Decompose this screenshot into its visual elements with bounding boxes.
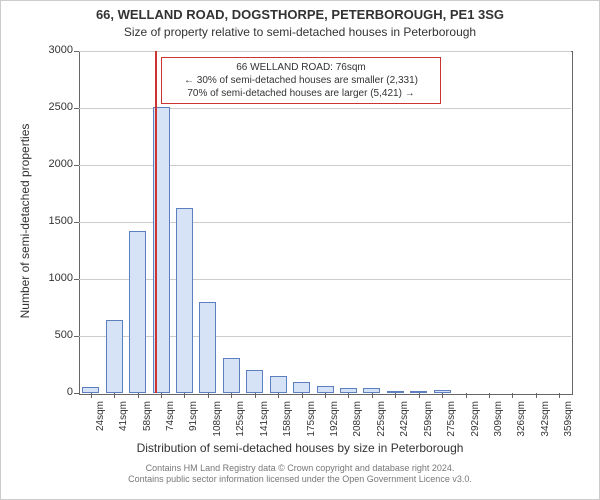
x-tick-label: 158sqm	[282, 401, 293, 461]
y-tick-label: 2000	[1, 158, 73, 170]
y-tick-label: 2500	[1, 101, 73, 113]
histogram-bar	[293, 382, 310, 393]
x-tick-mark	[302, 393, 303, 398]
x-tick-label: 108sqm	[212, 401, 223, 461]
x-tick-mark	[231, 393, 232, 398]
footer-line-1: Contains HM Land Registry data © Crown c…	[1, 463, 599, 474]
histogram-bar	[317, 386, 334, 393]
histogram-bar	[246, 370, 263, 393]
x-tick-label: 192sqm	[329, 401, 340, 461]
x-tick-label: 24sqm	[95, 401, 106, 461]
x-tick-label: 74sqm	[165, 401, 176, 461]
histogram-bar	[223, 358, 240, 393]
info-box-line-3: 70% of semi-detached houses are larger (…	[168, 87, 434, 100]
x-tick-mark	[184, 393, 185, 398]
y-tick-mark	[74, 222, 79, 223]
info-box: 66 WELLAND ROAD: 76sqm← 30% of semi-deta…	[161, 57, 441, 104]
x-tick-mark	[536, 393, 537, 398]
x-tick-mark	[466, 393, 467, 398]
histogram-bar	[106, 320, 123, 393]
info-box-line-2: ← 30% of semi-detached houses are smalle…	[168, 74, 434, 87]
y-tick-mark	[74, 279, 79, 280]
x-tick-label: 259sqm	[423, 401, 434, 461]
y-tick-mark	[74, 108, 79, 109]
x-tick-mark	[138, 393, 139, 398]
x-tick-label: 326sqm	[516, 401, 527, 461]
footer: Contains HM Land Registry data © Crown c…	[1, 463, 599, 486]
x-tick-label: 208sqm	[352, 401, 363, 461]
x-tick-label: 309sqm	[493, 401, 504, 461]
x-tick-mark	[325, 393, 326, 398]
y-tick-mark	[74, 165, 79, 166]
histogram-bar	[270, 376, 287, 393]
x-axis-label: Distribution of semi-detached houses by …	[1, 441, 599, 455]
y-tick-mark	[74, 51, 79, 52]
x-tick-label: 242sqm	[399, 401, 410, 461]
x-tick-mark	[91, 393, 92, 398]
footer-line-2: Contains public sector information licen…	[1, 474, 599, 485]
x-tick-mark	[442, 393, 443, 398]
x-tick-label: 225sqm	[376, 401, 387, 461]
x-tick-mark	[348, 393, 349, 398]
title-main: 66, WELLAND ROAD, DOGSTHORPE, PETERBOROU…	[1, 7, 599, 22]
title-sub: Size of property relative to semi-detach…	[1, 25, 599, 39]
x-tick-mark	[559, 393, 560, 398]
x-tick-mark	[161, 393, 162, 398]
x-tick-label: 125sqm	[235, 401, 246, 461]
y-tick-mark	[74, 393, 79, 394]
histogram-bar	[199, 302, 216, 393]
x-tick-mark	[419, 393, 420, 398]
histogram-bar	[176, 208, 193, 393]
x-tick-label: 41sqm	[118, 401, 129, 461]
x-tick-mark	[372, 393, 373, 398]
x-tick-mark	[278, 393, 279, 398]
x-tick-label: 292sqm	[470, 401, 481, 461]
y-tick-label: 0	[1, 386, 73, 398]
y-tick-label: 500	[1, 329, 73, 341]
chart-container: 66, WELLAND ROAD, DOGSTHORPE, PETERBOROU…	[0, 0, 600, 500]
grid-line	[79, 51, 571, 52]
y-tick-label: 1000	[1, 272, 73, 284]
x-tick-mark	[114, 393, 115, 398]
x-tick-label: 342sqm	[540, 401, 551, 461]
x-tick-mark	[512, 393, 513, 398]
info-box-line-1: 66 WELLAND ROAD: 76sqm	[168, 61, 434, 74]
x-tick-mark	[395, 393, 396, 398]
x-tick-label: 275sqm	[446, 401, 457, 461]
histogram-bar	[129, 231, 146, 393]
x-tick-label: 359sqm	[563, 401, 574, 461]
y-tick-label: 3000	[1, 44, 73, 56]
x-tick-mark	[489, 393, 490, 398]
x-tick-label: 58sqm	[142, 401, 153, 461]
y-tick-label: 1500	[1, 215, 73, 227]
x-tick-mark	[255, 393, 256, 398]
x-tick-label: 175sqm	[306, 401, 317, 461]
x-tick-mark	[208, 393, 209, 398]
x-tick-label: 141sqm	[259, 401, 270, 461]
y-tick-mark	[74, 336, 79, 337]
x-tick-label: 91sqm	[188, 401, 199, 461]
marker-line	[155, 51, 157, 393]
